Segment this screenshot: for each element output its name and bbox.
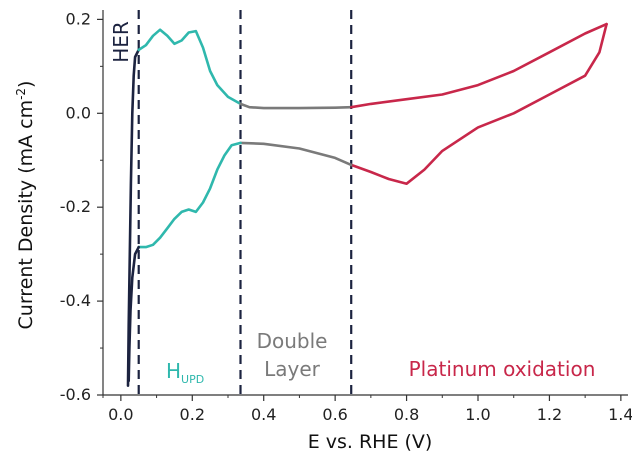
series-ptox-cathodic (349, 22, 608, 185)
x-tick-label: 0.0 (108, 405, 133, 424)
series-double-anodic (239, 102, 353, 110)
x-tick-label: 1.0 (465, 405, 490, 424)
x-tick-label: 0.8 (394, 405, 419, 424)
series-layer (126, 22, 608, 387)
y-axis-label: Current Density (mA cm-2) (14, 81, 37, 330)
x-tick-label: 0.2 (180, 405, 205, 424)
series-her-cathodic (127, 245, 140, 383)
series-double-cathodic (239, 141, 353, 167)
series-ptox-anodic (349, 22, 608, 109)
dividers-layer (137, 10, 353, 395)
her-label: HER (109, 21, 133, 63)
x-tick-label: 0.4 (251, 405, 276, 424)
series-hupd-cathodic (137, 141, 242, 249)
double-layer-label-line1: Double (257, 329, 328, 353)
y-tick-label: -0.2 (60, 197, 91, 216)
y-tick-label: 0.2 (66, 9, 91, 28)
hupd-label: HUPD (166, 359, 204, 386)
series-hupd-anodic (137, 28, 242, 106)
hupd-label-subscript: UPD (181, 373, 204, 386)
y-axis-label-superscript: -2 (14, 88, 28, 100)
y-axis-label-main: Current Density (mA cm (15, 100, 37, 330)
y-tick-label: 0.0 (66, 103, 91, 122)
x-tick-label: 0.6 (322, 405, 347, 424)
x-tick-label: 1.2 (537, 405, 562, 424)
y-axis-label-close: ) (15, 81, 37, 88)
y-tick-label: -0.4 (60, 291, 91, 310)
series-her-anodic (126, 48, 140, 387)
x-axis-label: E vs. RHE (V) (308, 431, 433, 453)
y-tick-label: -0.6 (60, 385, 91, 404)
platinum-oxidation-label: Platinum oxidation (409, 357, 596, 381)
x-tick-label: 1.4 (608, 405, 632, 424)
axes-layer: 0.0 0.2 0.4 0.6 0.8 1.0 1.2 1.4 0.2 0.0 -0.2 -0.4 -0… (60, 9, 632, 424)
double-layer-label-line2: Layer (264, 357, 321, 381)
hupd-label-main: H (166, 359, 181, 383)
